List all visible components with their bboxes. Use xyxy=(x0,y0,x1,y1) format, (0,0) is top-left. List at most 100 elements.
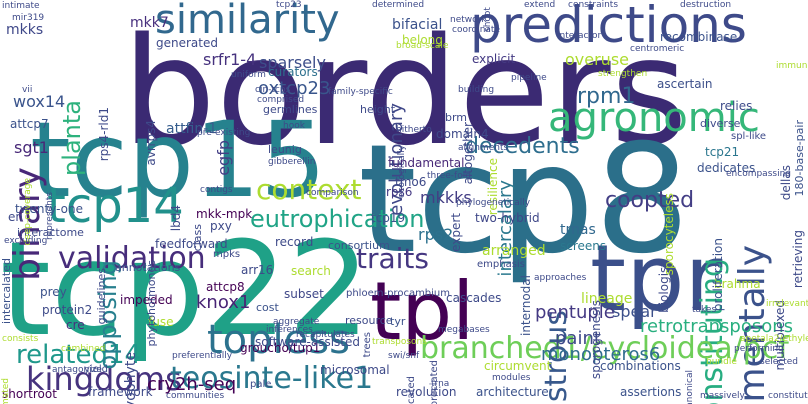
word: proliferation xyxy=(711,238,725,312)
word: consists xyxy=(2,334,39,344)
word: impeded xyxy=(120,293,173,307)
word: sparsely xyxy=(259,53,326,72)
word: combinations xyxy=(600,359,681,373)
word: pentuple xyxy=(535,302,615,323)
word: tpl xyxy=(370,265,475,358)
word: spl-like xyxy=(731,131,767,142)
word: centromeric xyxy=(630,44,685,54)
word: retrotransposons xyxy=(640,316,794,337)
word: leunig xyxy=(268,143,302,156)
word: sporogenesis xyxy=(589,300,603,380)
word: attfin-1 xyxy=(166,121,218,137)
word: mir319 xyxy=(12,13,45,23)
word: building xyxy=(458,85,495,95)
word: network xyxy=(450,15,487,25)
word: takes xyxy=(692,305,717,315)
word: tcp8 xyxy=(358,113,690,287)
word: performing xyxy=(734,344,784,354)
word: tcp21 xyxy=(705,145,740,159)
word: bundle xyxy=(706,357,737,367)
word: apetala2/ethylene xyxy=(740,334,808,344)
word: similarity xyxy=(155,0,340,43)
word: irrelevant xyxy=(766,299,808,309)
word: decedents xyxy=(465,134,580,159)
word: recapitulates xyxy=(296,330,355,340)
word: borders xyxy=(122,6,688,178)
word: monopteros6 xyxy=(541,344,661,365)
word: paint xyxy=(555,328,601,349)
word: rps2 xyxy=(418,225,454,244)
word: architecture xyxy=(476,385,549,399)
word: immunity xyxy=(776,61,808,71)
word: consortium xyxy=(328,239,390,252)
word: excluding xyxy=(4,236,48,246)
word: subset xyxy=(284,287,324,301)
word: tpr xyxy=(590,225,723,332)
word: brm xyxy=(445,111,468,124)
word: teosinte-like1 xyxy=(170,361,374,396)
word: expert xyxy=(449,213,463,252)
word: modules xyxy=(492,373,531,383)
word: shoot xyxy=(483,7,493,32)
word: megabases xyxy=(438,325,490,335)
word: three-fold xyxy=(427,171,471,181)
word: knox1 xyxy=(196,292,251,313)
word: mkkks xyxy=(420,188,472,207)
word: determined xyxy=(372,0,425,10)
word: communities xyxy=(166,391,225,401)
word: phloem-procambium xyxy=(346,288,451,299)
word: constitute xyxy=(768,391,808,401)
word: pale xyxy=(250,379,272,390)
word: phylogenetically xyxy=(456,198,531,208)
word: comprised xyxy=(257,95,305,105)
word: mkk-mpk xyxy=(196,207,253,221)
word: hook xyxy=(283,121,305,131)
word: screens xyxy=(560,239,607,253)
word: fundamental xyxy=(388,156,465,170)
word: extend xyxy=(524,0,556,10)
word: recombinase xyxy=(660,30,738,44)
word: gibberellin xyxy=(268,157,316,167)
word: overuse xyxy=(565,50,629,69)
word: cost xyxy=(256,301,279,314)
word: transposons xyxy=(372,337,427,347)
word: internodal xyxy=(519,275,533,337)
word: represents xyxy=(45,192,55,240)
word: uniform xyxy=(231,70,266,80)
word: arranged xyxy=(482,243,546,259)
word: lineage xyxy=(581,291,633,307)
word: pipeline xyxy=(511,73,547,83)
word: preferentially xyxy=(172,351,233,361)
word: tmo6 xyxy=(395,175,427,189)
word: constraints xyxy=(568,0,619,10)
word: interactor xyxy=(557,31,602,41)
word: record xyxy=(275,235,314,249)
word: en xyxy=(8,210,23,224)
word: cry2h-seq xyxy=(147,374,237,395)
word: cascades xyxy=(446,291,502,305)
word: protein2 xyxy=(42,303,93,317)
word: pre-existing xyxy=(197,128,251,138)
word: arr16 xyxy=(241,263,274,277)
word: trnas xyxy=(560,222,596,238)
word: belong xyxy=(402,33,443,47)
word: retrieving xyxy=(791,230,805,289)
word: tcp19 xyxy=(371,211,406,225)
word: avrrps4 xyxy=(144,120,158,166)
word: yield xyxy=(84,364,108,375)
word: pxy xyxy=(210,219,232,233)
word: rpm1 xyxy=(577,84,636,109)
word: framework xyxy=(88,385,153,399)
word: rps6 xyxy=(386,185,413,199)
word: validation xyxy=(58,241,206,276)
word: egfp xyxy=(214,140,233,176)
word: groucho/tup1 xyxy=(240,341,321,355)
word: explicit xyxy=(472,52,516,66)
word: aggregate xyxy=(273,317,320,327)
word: context xyxy=(256,173,362,206)
word: comparison xyxy=(306,188,359,198)
word: domain4 xyxy=(436,127,489,141)
word: bifacial xyxy=(392,17,443,33)
word: tcp23 xyxy=(276,0,302,10)
